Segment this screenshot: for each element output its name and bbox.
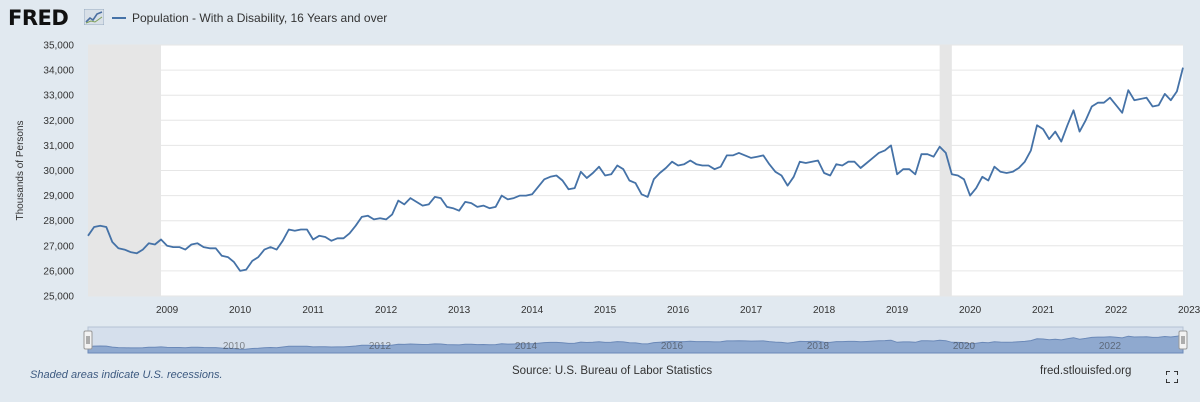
recession-note: Shaded areas indicate U.S. recessions. <box>30 369 223 381</box>
y-tick-label: 34,000 <box>43 66 74 77</box>
fred-logo[interactable]: FRED <box>8 6 69 30</box>
navigator-label: 2022 <box>1099 341 1122 352</box>
y-tick-label: 29,000 <box>43 191 74 202</box>
series-line <box>87 67 1184 272</box>
navigator-series <box>87 333 1184 354</box>
navigator-label: 2016 <box>661 341 684 352</box>
x-tick-label: 2019 <box>886 305 909 316</box>
navigator-label: 2014 <box>515 341 538 352</box>
y-tick-label: 28,000 <box>43 216 74 227</box>
navigator-handle-right[interactable] <box>1178 330 1188 350</box>
y-tick-label: 25,000 <box>43 292 74 303</box>
x-tick-label: 2023 <box>1178 305 1200 316</box>
x-tick-label: 2016 <box>667 305 690 316</box>
x-tick-label: 2009 <box>156 305 179 316</box>
fullscreen-icon[interactable] <box>1166 371 1178 383</box>
legend-label: Population - With a Disability, 16 Years… <box>132 11 388 25</box>
navigator-label: 2010 <box>223 341 246 352</box>
y-tick-label: 32,000 <box>43 116 74 127</box>
x-tick-label: 2022 <box>1105 305 1128 316</box>
navigator-label: 2020 <box>953 341 976 352</box>
x-tick-label: 2014 <box>521 305 544 316</box>
x-tick-label: 2010 <box>229 305 252 316</box>
x-tick-label: 2015 <box>594 305 617 316</box>
chart-line-icon <box>84 9 104 25</box>
y-tick-label: 30,000 <box>43 166 74 177</box>
y-axis-label: Thousands of Persons <box>15 120 26 220</box>
x-tick-label: 2021 <box>1032 305 1055 316</box>
y-tick-label: 31,000 <box>43 141 74 152</box>
navigator-label: 2018 <box>807 341 830 352</box>
y-tick-label: 26,000 <box>43 266 74 277</box>
x-tick-label: 2017 <box>740 305 763 316</box>
data-source: Source: U.S. Bureau of Labor Statistics <box>512 365 713 377</box>
site-link[interactable]: fred.stlouisfed.org <box>1040 365 1132 377</box>
x-tick-label: 2020 <box>959 305 982 316</box>
line-chart[interactable]: 25,000 26,000 27,000 28,000 29,000 30,000 31,0… <box>0 30 1200 355</box>
chart-legend: Population - With a Disability, 16 Years… <box>112 11 387 25</box>
y-tick-label: 27,000 <box>43 241 74 252</box>
x-tick-label: 2018 <box>813 305 836 316</box>
navigator-label: 2012 <box>369 341 392 352</box>
legend-swatch <box>112 17 126 19</box>
y-tick-label: 33,000 <box>43 91 74 102</box>
navigator-handle-left[interactable] <box>83 330 93 350</box>
y-tick-label: 35,000 <box>43 41 74 52</box>
x-tick-label: 2011 <box>302 305 324 316</box>
x-tick-label: 2012 <box>375 305 398 316</box>
x-tick-label: 2013 <box>448 305 471 316</box>
